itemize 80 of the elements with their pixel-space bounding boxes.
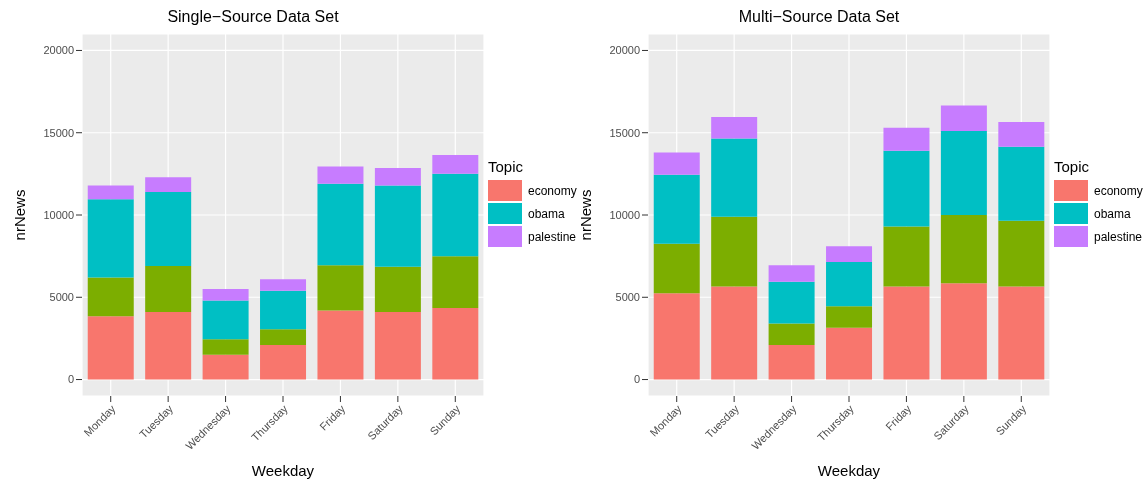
bar bbox=[940, 131, 987, 215]
legend-title: Topic bbox=[1054, 158, 1091, 175]
y-tick-label: 15000 bbox=[43, 126, 74, 139]
bar bbox=[653, 243, 700, 294]
bar bbox=[202, 300, 249, 340]
bar bbox=[317, 265, 364, 311]
bar bbox=[711, 138, 758, 217]
legend-label: economy bbox=[528, 183, 577, 198]
bar bbox=[260, 279, 307, 291]
bar bbox=[998, 220, 1045, 287]
bar bbox=[883, 127, 930, 151]
x-axis-title: Weekday bbox=[251, 462, 315, 479]
bar bbox=[432, 154, 479, 174]
bar bbox=[883, 226, 930, 287]
bar bbox=[711, 286, 758, 380]
bar bbox=[826, 327, 873, 380]
y-tick-label: 0 bbox=[67, 373, 74, 386]
bar bbox=[374, 185, 421, 267]
bar bbox=[653, 174, 700, 244]
bar bbox=[998, 146, 1045, 221]
bar bbox=[768, 344, 815, 380]
bar bbox=[998, 286, 1045, 380]
bar bbox=[374, 312, 421, 380]
bar bbox=[260, 344, 307, 380]
bar bbox=[202, 354, 249, 380]
chart-title: Multi−Source Data Set bbox=[737, 8, 901, 27]
bar bbox=[87, 277, 134, 317]
bar bbox=[432, 256, 479, 308]
bar bbox=[711, 216, 758, 287]
x-axis-title: Weekday bbox=[817, 462, 881, 479]
bar bbox=[260, 290, 307, 330]
legend-label: palestine bbox=[528, 229, 577, 244]
bar bbox=[87, 185, 134, 200]
y-tick-label: 5000 bbox=[49, 291, 74, 304]
bar bbox=[432, 173, 479, 257]
y-tick-label: 20000 bbox=[43, 44, 74, 57]
bar bbox=[87, 316, 134, 380]
bar bbox=[202, 339, 249, 355]
bar bbox=[374, 266, 421, 313]
bar bbox=[374, 168, 421, 186]
bar bbox=[768, 323, 815, 345]
bar bbox=[711, 117, 758, 139]
bar bbox=[826, 246, 873, 262]
bar bbox=[883, 150, 930, 227]
y-tick-label: 15000 bbox=[609, 126, 640, 139]
chart-title: Single−Source Data Set bbox=[166, 8, 340, 27]
bar bbox=[998, 122, 1045, 147]
bar bbox=[317, 310, 364, 380]
bar bbox=[145, 191, 192, 267]
bar bbox=[940, 215, 987, 284]
bar bbox=[202, 289, 249, 301]
bar bbox=[432, 307, 479, 380]
legend-label: economy bbox=[1094, 183, 1143, 198]
y-axis-title: nrNews bbox=[11, 189, 29, 241]
y-axis-title: nrNews bbox=[577, 189, 595, 241]
y-tick-label: 20000 bbox=[609, 44, 640, 57]
y-tick-label: 10000 bbox=[43, 208, 74, 221]
legend-label: obama bbox=[528, 206, 565, 221]
bar bbox=[145, 266, 192, 313]
bar bbox=[145, 312, 192, 380]
y-tick-label: 0 bbox=[633, 373, 640, 386]
bar bbox=[260, 329, 307, 345]
bar bbox=[883, 286, 930, 380]
bar bbox=[317, 166, 364, 184]
y-tick-label: 5000 bbox=[615, 291, 640, 304]
legend-label: obama bbox=[1094, 206, 1131, 221]
bar bbox=[940, 283, 987, 380]
bar bbox=[145, 177, 192, 192]
bar bbox=[87, 199, 134, 278]
y-tick-label: 10000 bbox=[609, 208, 640, 221]
bar bbox=[317, 183, 364, 266]
bar bbox=[768, 265, 815, 282]
bar bbox=[940, 105, 987, 132]
bar bbox=[653, 293, 700, 380]
bar bbox=[768, 281, 815, 324]
legend-label: palestine bbox=[1094, 229, 1143, 244]
bar bbox=[826, 306, 873, 328]
bar bbox=[653, 152, 700, 175]
bar bbox=[826, 261, 873, 307]
legend-title: Topic bbox=[488, 158, 525, 175]
